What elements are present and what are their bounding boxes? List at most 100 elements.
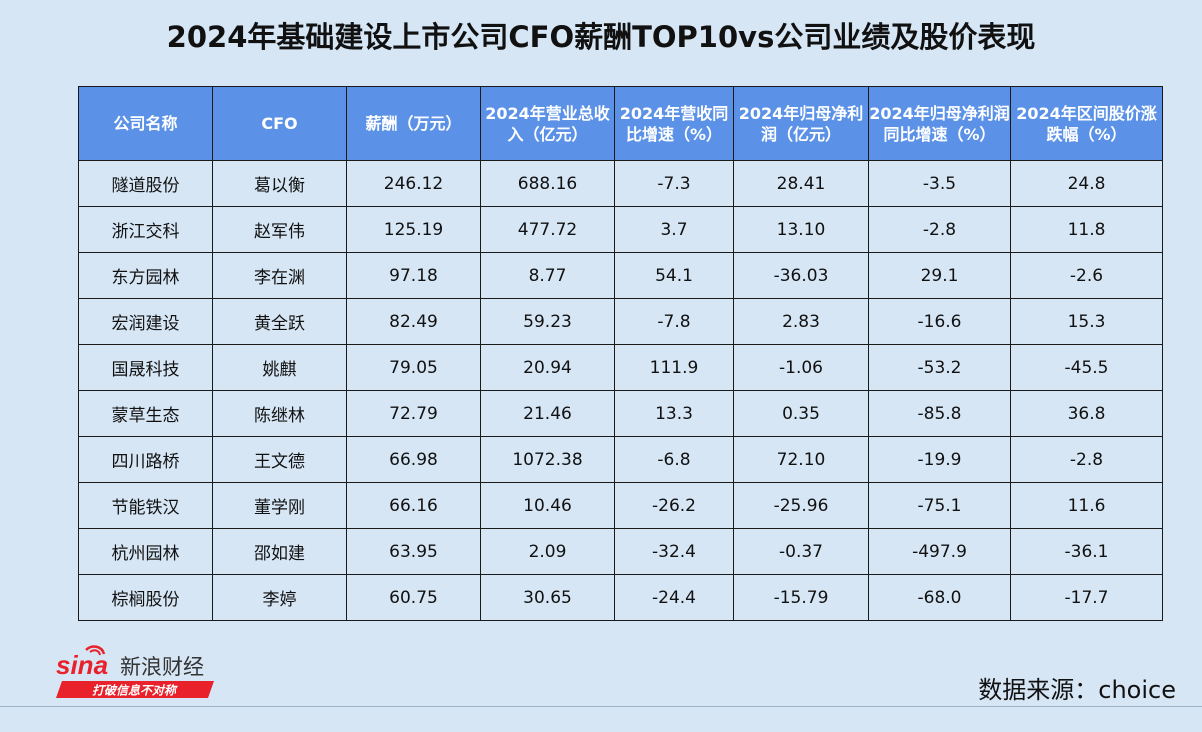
table-row: 杭州园林 邵如建 63.95 2.09 -32.4 -0.37 -497.9 -… bbox=[78, 528, 1163, 575]
cell-company: 节能铁汉 bbox=[78, 482, 213, 529]
cell-company: 国晟科技 bbox=[78, 344, 213, 391]
cell-cfo: 姚麒 bbox=[212, 344, 347, 391]
cell-salary: 79.05 bbox=[346, 344, 481, 391]
table-row: 国晟科技 姚麒 79.05 20.94 111.9 -1.06 -53.2 -4… bbox=[78, 344, 1163, 391]
cell-net-profit-growth: -16.6 bbox=[868, 298, 1011, 345]
table-row: 节能铁汉 董学刚 66.16 10.46 -26.2 -25.96 -75.1 … bbox=[78, 482, 1163, 529]
header-cfo: CFO bbox=[212, 86, 347, 161]
header-revenue: 2024年营业总收入（亿元） bbox=[480, 86, 615, 161]
cell-cfo: 董学刚 bbox=[212, 482, 347, 529]
slogan-banner bbox=[56, 681, 214, 698]
cell-net-profit-growth: -53.2 bbox=[868, 344, 1011, 391]
table-row: 棕榈股份 李婷 60.75 30.65 -24.4 -15.79 -68.0 -… bbox=[78, 574, 1163, 621]
cell-salary: 246.12 bbox=[346, 160, 481, 207]
cell-revenue: 10.46 bbox=[480, 482, 615, 529]
cell-salary: 60.75 bbox=[346, 574, 481, 621]
cell-revenue-growth: -7.3 bbox=[614, 160, 734, 207]
cell-net-profit-growth: 29.1 bbox=[868, 252, 1011, 299]
cell-net-profit-growth: -68.0 bbox=[868, 574, 1011, 621]
cell-net-profit: -36.03 bbox=[733, 252, 869, 299]
cell-cfo: 李在渊 bbox=[212, 252, 347, 299]
table-row: 四川路桥 王文德 66.98 1072.38 -6.8 72.10 -19.9 … bbox=[78, 436, 1163, 483]
cell-salary: 72.79 bbox=[346, 390, 481, 437]
cell-revenue-growth: 13.3 bbox=[614, 390, 734, 437]
table-row: 东方园林 李在渊 97.18 8.77 54.1 -36.03 29.1 -2.… bbox=[78, 252, 1163, 299]
cell-company: 浙江交科 bbox=[78, 206, 213, 253]
cell-revenue: 20.94 bbox=[480, 344, 615, 391]
cell-salary: 63.95 bbox=[346, 528, 481, 575]
cell-salary: 97.18 bbox=[346, 252, 481, 299]
cell-net-profit-growth: -2.8 bbox=[868, 206, 1011, 253]
cell-company: 隧道股份 bbox=[78, 160, 213, 207]
cell-revenue: 30.65 bbox=[480, 574, 615, 621]
cell-cfo: 葛以衡 bbox=[212, 160, 347, 207]
cell-cfo: 王文德 bbox=[212, 436, 347, 483]
cell-stock-change: -36.1 bbox=[1010, 528, 1163, 575]
sina-eye-icon bbox=[85, 645, 106, 655]
cell-company: 东方园林 bbox=[78, 252, 213, 299]
page-title: 2024年基础建设上市公司CFO薪酬TOP10vs公司业绩及股价表现 bbox=[166, 20, 1036, 54]
cell-stock-change: 11.8 bbox=[1010, 206, 1163, 253]
cell-net-profit: 13.10 bbox=[733, 206, 869, 253]
table-row: 浙江交科 赵军伟 125.19 477.72 3.7 13.10 -2.8 11… bbox=[78, 206, 1163, 253]
cell-company: 杭州园林 bbox=[78, 528, 213, 575]
cell-net-profit-growth: -3.5 bbox=[868, 160, 1011, 207]
cell-revenue: 8.77 bbox=[480, 252, 615, 299]
header-salary: 薪酬（万元） bbox=[346, 86, 481, 161]
cell-salary: 66.98 bbox=[346, 436, 481, 483]
cell-company: 四川路桥 bbox=[78, 436, 213, 483]
cell-stock-change: 36.8 bbox=[1010, 390, 1163, 437]
cell-net-profit-growth: -75.1 bbox=[868, 482, 1011, 529]
header-revenue-growth: 2024年营收同比增速（%） bbox=[614, 86, 734, 161]
cell-company: 蒙草生态 bbox=[78, 390, 213, 437]
cell-revenue-growth: 54.1 bbox=[614, 252, 734, 299]
header-stock-change: 2024年区间股价涨跌幅（%） bbox=[1010, 86, 1163, 161]
cell-stock-change: -45.5 bbox=[1010, 344, 1163, 391]
cell-revenue-growth: -32.4 bbox=[614, 528, 734, 575]
header-company: 公司名称 bbox=[78, 86, 213, 161]
table-row: 宏润建设 黄全跃 82.49 59.23 -7.8 2.83 -16.6 15.… bbox=[78, 298, 1163, 345]
cell-stock-change: -17.7 bbox=[1010, 574, 1163, 621]
cell-salary: 66.16 bbox=[346, 482, 481, 529]
cell-revenue-growth: 3.7 bbox=[614, 206, 734, 253]
cell-revenue: 1072.38 bbox=[480, 436, 615, 483]
cell-revenue: 477.72 bbox=[480, 206, 615, 253]
cell-stock-change: 24.8 bbox=[1010, 160, 1163, 207]
cell-net-profit: -15.79 bbox=[733, 574, 869, 621]
data-source: 数据来源：choice bbox=[978, 676, 1176, 704]
header-net-profit-growth: 2024年归母净利润同比增速（%） bbox=[868, 86, 1011, 161]
slogan-text: 打破信息不对称 bbox=[92, 684, 178, 698]
cell-cfo: 陈继林 bbox=[212, 390, 347, 437]
cell-company: 宏润建设 bbox=[78, 298, 213, 345]
cell-stock-change: 11.6 bbox=[1010, 482, 1163, 529]
table-row: 隧道股份 葛以衡 246.12 688.16 -7.3 28.41 -3.5 2… bbox=[78, 160, 1163, 207]
table-row: 蒙草生态 陈继林 72.79 21.46 13.3 0.35 -85.8 36.… bbox=[78, 390, 1163, 437]
cell-stock-change: -2.6 bbox=[1010, 252, 1163, 299]
cell-revenue: 59.23 bbox=[480, 298, 615, 345]
cell-net-profit: 0.35 bbox=[733, 390, 869, 437]
header-row: 公司名称 CFO 薪酬（万元） 2024年营业总收入（亿元） 2024年营收同比… bbox=[78, 86, 1163, 161]
footer-divider bbox=[0, 706, 1202, 707]
cell-net-profit: 72.10 bbox=[733, 436, 869, 483]
cell-salary: 82.49 bbox=[346, 298, 481, 345]
data-table: 公司名称 CFO 薪酬（万元） 2024年营业总收入（亿元） 2024年营收同比… bbox=[78, 86, 1163, 621]
cell-cfo: 邵如建 bbox=[212, 528, 347, 575]
cell-company: 棕榈股份 bbox=[78, 574, 213, 621]
cell-net-profit: 28.41 bbox=[733, 160, 869, 207]
cell-cfo: 赵军伟 bbox=[212, 206, 347, 253]
sina-finance-name: 新浪财经 bbox=[120, 655, 204, 679]
cell-net-profit: -0.37 bbox=[733, 528, 869, 575]
cell-net-profit-growth: -85.8 bbox=[868, 390, 1011, 437]
cell-net-profit-growth: -19.9 bbox=[868, 436, 1011, 483]
cell-stock-change: 15.3 bbox=[1010, 298, 1163, 345]
cell-stock-change: -2.8 bbox=[1010, 436, 1163, 483]
cell-revenue: 688.16 bbox=[480, 160, 615, 207]
cell-revenue-growth: -24.4 bbox=[614, 574, 734, 621]
cell-salary: 125.19 bbox=[346, 206, 481, 253]
cell-net-profit-growth: -497.9 bbox=[868, 528, 1011, 575]
header-net-profit: 2024年归母净利润（亿元） bbox=[733, 86, 869, 161]
cell-revenue: 2.09 bbox=[480, 528, 615, 575]
cell-net-profit: -25.96 bbox=[733, 482, 869, 529]
sina-brand-text: sina bbox=[56, 650, 108, 680]
cell-revenue-growth: -26.2 bbox=[614, 482, 734, 529]
